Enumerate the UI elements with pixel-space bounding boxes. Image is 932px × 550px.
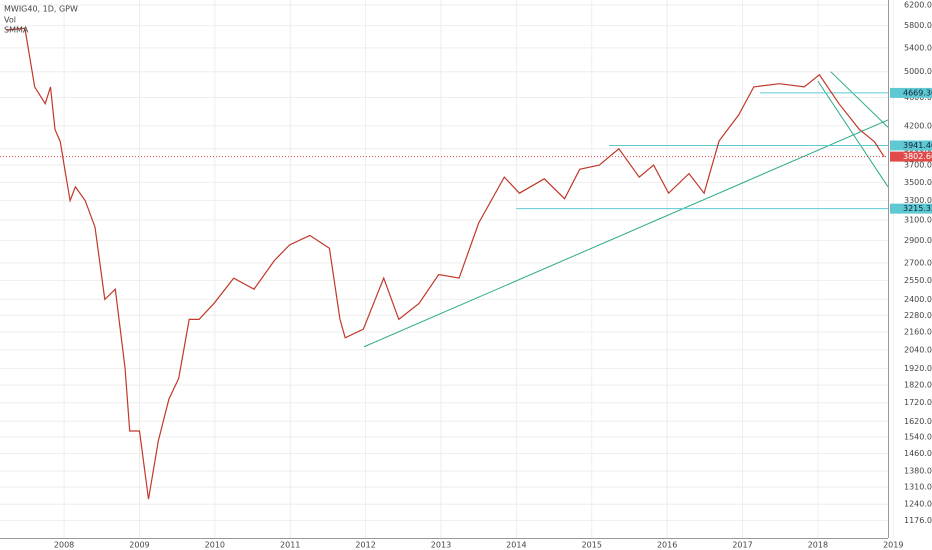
y-tick-label: 3300.00 <box>904 196 932 205</box>
y-tick-label: 3700.00 <box>904 161 932 170</box>
indicator-label: Vol <box>4 16 16 25</box>
y-tick-label: 2280.00 <box>904 311 932 320</box>
y-tick-label: 1920.00 <box>904 364 932 373</box>
x-tick-label: 2010 <box>205 541 225 550</box>
y-tick-label: 1176.00 <box>904 516 932 525</box>
trend-line <box>363 119 889 348</box>
y-tick-label: 1720.00 <box>904 398 932 407</box>
x-tick-label: 2011 <box>280 541 300 550</box>
y-tick-label: 2160.00 <box>904 328 932 337</box>
x-tick-label: 2016 <box>657 541 677 550</box>
chart-title: MWIG40, 1D, GPW <box>4 5 78 14</box>
y-tick-label: 1310.00 <box>904 483 932 492</box>
trend-line <box>830 71 889 128</box>
y-tick-label: 2700.00 <box>904 258 932 267</box>
x-tick-label: 2013 <box>431 541 451 550</box>
x-tick-label: 2012 <box>355 541 375 550</box>
x-tick-label: 2008 <box>54 541 74 550</box>
level-label: 3802.60 <box>903 152 932 161</box>
y-tick-label: 1820.00 <box>904 381 932 390</box>
y-tick-label: 1380.00 <box>904 467 932 476</box>
y-tick-label: 1620.00 <box>904 417 932 426</box>
indicator-label: SMMA <box>4 26 29 35</box>
y-tick-label: 2400.00 <box>904 295 932 304</box>
x-tick-label: 2014 <box>506 541 526 550</box>
level-label: 3215.32 <box>903 204 932 213</box>
y-tick-label: 6200.00 <box>904 0 932 9</box>
y-tick-label: 3500.00 <box>904 178 932 187</box>
level-badge <box>890 140 932 151</box>
level-label: 3941.40 <box>903 141 932 150</box>
level-badge <box>890 203 932 214</box>
y-tick-label: 5800.00 <box>904 21 932 30</box>
y-tick-label: 5400.00 <box>904 43 932 52</box>
x-tick-label: 2009 <box>129 541 149 550</box>
y-tick-label: 5000.00 <box>904 67 932 76</box>
y-tick-label: 1240.00 <box>904 500 932 509</box>
y-tick-label: 1460.00 <box>904 449 932 458</box>
level-badge <box>890 87 932 98</box>
x-tick-label: 2018 <box>808 541 828 550</box>
x-tick-label: 2015 <box>582 541 602 550</box>
level-label: 4669.30 <box>903 88 932 97</box>
y-tick-label: 2040.00 <box>904 345 932 354</box>
price-line <box>5 27 885 500</box>
y-tick-label: 1540.00 <box>904 432 932 441</box>
y-tick-label: 4200.00 <box>904 121 932 130</box>
y-tick-label: 2550.00 <box>904 276 932 285</box>
trend-line <box>817 80 889 188</box>
y-tick-label: 2900.00 <box>904 236 932 245</box>
x-tick-label: 2019 <box>883 541 903 550</box>
level-badge <box>890 151 932 162</box>
x-tick-label: 2017 <box>732 541 752 550</box>
y-tick-label: 3100.00 <box>904 215 932 224</box>
